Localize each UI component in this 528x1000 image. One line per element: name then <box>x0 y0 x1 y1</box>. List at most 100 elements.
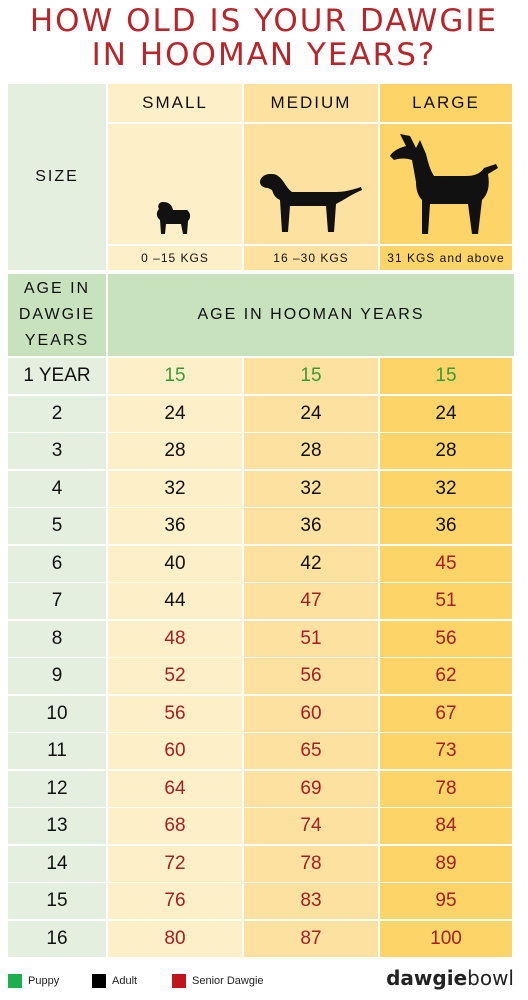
age-dawgie-label-line: YEARS <box>24 332 90 349</box>
age-row-label: 16 <box>8 921 106 957</box>
age-dawgie-label-line: DAWGIE <box>18 306 96 323</box>
age-value-cell: 65 <box>244 733 378 769</box>
age-value-cell-text: 62 <box>435 665 457 686</box>
age-dawgie-label: AGE IN DAWGIE YEARS <box>8 274 106 356</box>
size-medium-header: MEDIUM <box>244 84 378 122</box>
age-value-cell: 51 <box>380 583 512 619</box>
age-hooman-label: AGE IN HOOMAN YEARS <box>108 274 514 356</box>
age-value-cell: 60 <box>108 733 242 769</box>
age-value-cell: 40 <box>108 546 242 582</box>
age-value-cell-text: 51 <box>300 628 322 649</box>
age-value-cell-text: 28 <box>164 440 186 461</box>
age-value-cell-text: 32 <box>435 478 457 499</box>
age-value-cell: 24 <box>108 396 242 432</box>
age-value-cell-text: 48 <box>164 628 186 649</box>
age-value-cell: 68 <box>108 808 242 844</box>
age-value-cell-text: 24 <box>300 403 322 424</box>
age-value-cell-text: 47 <box>300 590 322 611</box>
age-value-cell: 15 <box>108 358 242 394</box>
age-value-cell-text: 24 <box>435 403 457 424</box>
age-value-cell: 32 <box>108 471 242 507</box>
age-value-cell-text: 56 <box>435 628 457 649</box>
age-value-cell-text: 36 <box>435 515 457 536</box>
age-value-cell: 36 <box>380 508 512 544</box>
age-value-cell: 36 <box>108 508 242 544</box>
age-value-cell: 87 <box>244 921 378 957</box>
age-value-cell: 32 <box>244 471 378 507</box>
age-row-label-text: 14 <box>46 853 68 874</box>
age-row-label-text: 1 YEAR <box>23 365 91 386</box>
age-value-cell-text: 60 <box>164 740 186 761</box>
size-large-weight-text: 31 KGS and above <box>387 251 505 265</box>
age-value-cell: 36 <box>244 508 378 544</box>
age-dawgie-label-line: AGE IN <box>23 280 91 297</box>
age-row-label-text: 11 <box>47 740 67 761</box>
age-value-cell-text: 78 <box>435 778 457 799</box>
size-label: SIZE <box>8 84 106 270</box>
age-row-label: 5 <box>8 508 106 544</box>
senior-swatch <box>172 974 186 988</box>
age-value-cell-text: 64 <box>164 778 186 799</box>
pug-icon <box>108 124 242 244</box>
puppy-swatch <box>8 974 22 988</box>
legend-adult: Adult <box>92 972 137 990</box>
age-value-cell-text: 74 <box>300 815 322 836</box>
age-row-label: 7 <box>8 583 106 619</box>
age-value-cell: 28 <box>244 433 378 469</box>
age-value-cell: 51 <box>244 621 378 657</box>
age-value-cell-text: 40 <box>164 553 186 574</box>
age-value-cell-text: 42 <box>300 553 322 574</box>
age-row-label-text: 15 <box>46 890 68 911</box>
age-value-cell: 60 <box>244 696 378 732</box>
age-value-cell: 56 <box>244 658 378 694</box>
brand-part-2: bowl <box>467 966 514 990</box>
age-value-cell: 80 <box>108 921 242 957</box>
age-value-cell-text: 73 <box>435 740 457 761</box>
age-value-cell-text: 32 <box>300 478 322 499</box>
age-row-label-text: 2 <box>51 403 63 424</box>
age-row-label: 9 <box>8 658 106 694</box>
age-value-cell-text: 67 <box>435 703 457 724</box>
age-value-cell-text: 78 <box>300 853 322 874</box>
age-value-cell: 73 <box>380 733 512 769</box>
age-value-cell-text: 56 <box>300 665 322 686</box>
age-row-label-text: 4 <box>51 478 63 499</box>
age-value-cell: 62 <box>380 658 512 694</box>
size-large-header: LARGE <box>380 84 512 122</box>
age-row-label-text: 6 <box>51 553 63 574</box>
age-value-cell-text: 84 <box>435 815 457 836</box>
age-value-cell: 45 <box>380 546 512 582</box>
age-value-cell-text: 36 <box>300 515 322 536</box>
title-line-2: IN HOOMAN YEARS? <box>91 37 437 73</box>
age-row-label-text: 10 <box>46 703 68 724</box>
legend-senior-label: Senior Dawgie <box>192 975 264 987</box>
age-value-cell-text: 15 <box>435 365 457 386</box>
age-value-cell-text: 32 <box>164 478 186 499</box>
age-value-cell-text: 36 <box>164 515 186 536</box>
brand-part-1: dawgie <box>386 966 468 990</box>
age-value-cell: 78 <box>380 771 512 807</box>
age-value-cell-text: 80 <box>164 928 186 949</box>
age-value-cell: 78 <box>244 846 378 882</box>
age-value-cell-text: 69 <box>300 778 322 799</box>
age-value-cell: 28 <box>380 433 512 469</box>
age-value-cell: 67 <box>380 696 512 732</box>
age-value-cell: 48 <box>108 621 242 657</box>
age-value-cell-text: 60 <box>300 703 322 724</box>
age-value-cell: 69 <box>244 771 378 807</box>
age-value-cell: 47 <box>244 583 378 619</box>
size-small-header: SMALL <box>108 84 242 122</box>
age-value-cell: 83 <box>244 883 378 919</box>
size-large-weight: 31 KGS and above <box>380 246 512 270</box>
legend-puppy: Puppy <box>8 972 59 990</box>
size-small-header-text: SMALL <box>142 93 208 112</box>
age-value-cell: 15 <box>380 358 512 394</box>
age-value-cell-text: 56 <box>164 703 186 724</box>
age-row-label: 14 <box>8 846 106 882</box>
age-value-cell: 74 <box>244 808 378 844</box>
age-row-label: 2 <box>8 396 106 432</box>
age-value-cell-text: 89 <box>435 853 457 874</box>
title-line-1: HOW OLD IS YOUR DAWGIE <box>29 3 499 39</box>
age-row-label-text: 12 <box>46 778 68 799</box>
legend-puppy-label: Puppy <box>28 975 60 987</box>
